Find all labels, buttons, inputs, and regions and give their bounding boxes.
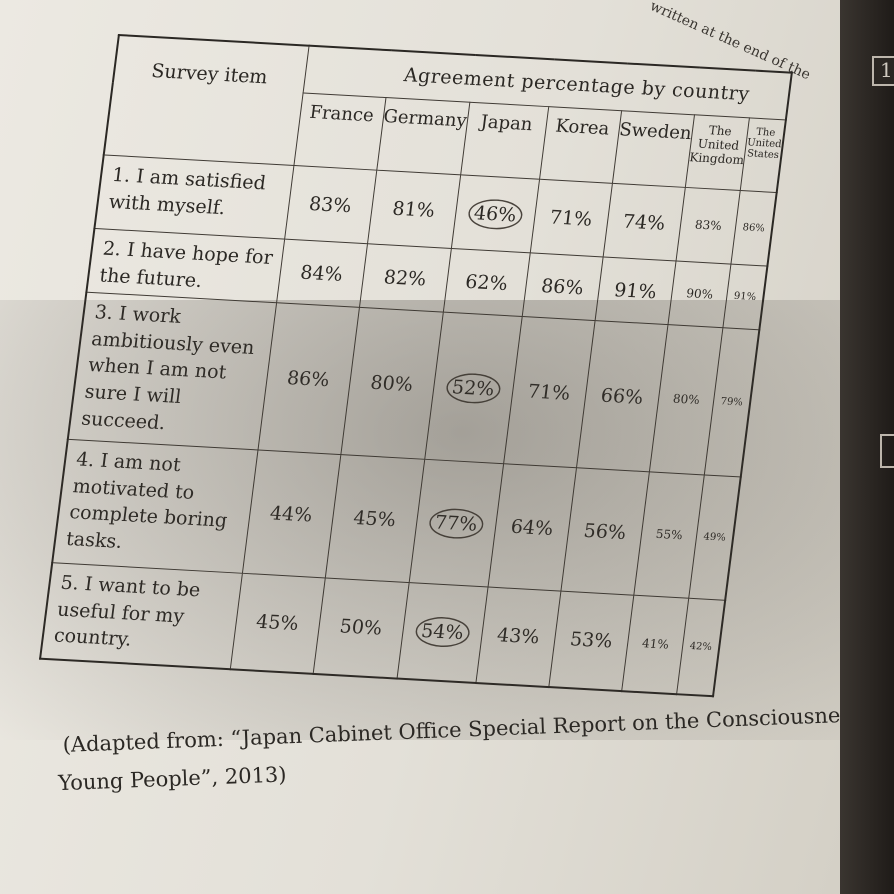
cell-value: 81% (367, 170, 461, 249)
cell-value: 45% (324, 454, 425, 583)
header-country-japan: Japan (460, 102, 549, 180)
cell-value: 53% (548, 591, 634, 691)
cell-value: 91% (594, 256, 676, 325)
header-country-us: The United States (740, 117, 786, 193)
cell-value: 50% (312, 578, 409, 679)
cell-value: 83% (284, 165, 377, 244)
survey-table: Survey item Agreement percentage by coun… (39, 34, 793, 697)
adjacent-page-edge (840, 0, 894, 894)
header-country-sweden: Sweden (612, 110, 695, 188)
cell-value: 43% (475, 587, 561, 687)
cell-value: 90% (667, 260, 732, 328)
cell-value: 86% (731, 190, 777, 267)
circled-value: 54% (413, 616, 471, 649)
source-caption: (Adapted from: “Japan Cabinet Office Spe… (58, 694, 891, 802)
page-number-box: 1 (872, 56, 894, 86)
survey-item-4: 4. I am not motivated to complete boring… (52, 439, 258, 574)
header-country-france: France (293, 92, 386, 171)
cell-value-japan: 62% (443, 248, 530, 317)
circled-value: 77% (427, 507, 485, 540)
survey-table-container: Survey item Agreement percentage by coun… (39, 34, 793, 697)
cell-value: 71% (529, 179, 613, 257)
cell-value: 86% (521, 252, 603, 321)
header-survey-item: Survey item (103, 35, 309, 166)
cell-value-japan: 54% (396, 582, 488, 683)
cell-value: 44% (241, 450, 341, 579)
survey-item-1: 1. I am satisfied with myself. (94, 154, 294, 240)
survey-item-2: 2. I have hope for the future. (86, 228, 285, 303)
header-country-uk: The United Kingdom (685, 114, 750, 191)
page-marker-box (880, 434, 894, 468)
cell-value: 45% (229, 573, 325, 674)
header-country-korea: Korea (539, 106, 622, 184)
cell-value: 84% (276, 239, 368, 308)
cell-value: 74% (602, 183, 686, 261)
circled-value: 52% (444, 372, 502, 405)
circled-value: 46% (466, 197, 524, 230)
header-country-germany: Germany (376, 97, 470, 175)
cell-value: 83% (675, 187, 741, 265)
cell-value: 91% (723, 264, 768, 330)
survey-item-3: 3. I work ambitiously even when I am not… (67, 292, 277, 451)
survey-item-5: 5. I want to be useful for my country. (40, 562, 242, 669)
cell-value: 82% (358, 243, 452, 313)
cell-value-japan: 46% (451, 174, 540, 253)
